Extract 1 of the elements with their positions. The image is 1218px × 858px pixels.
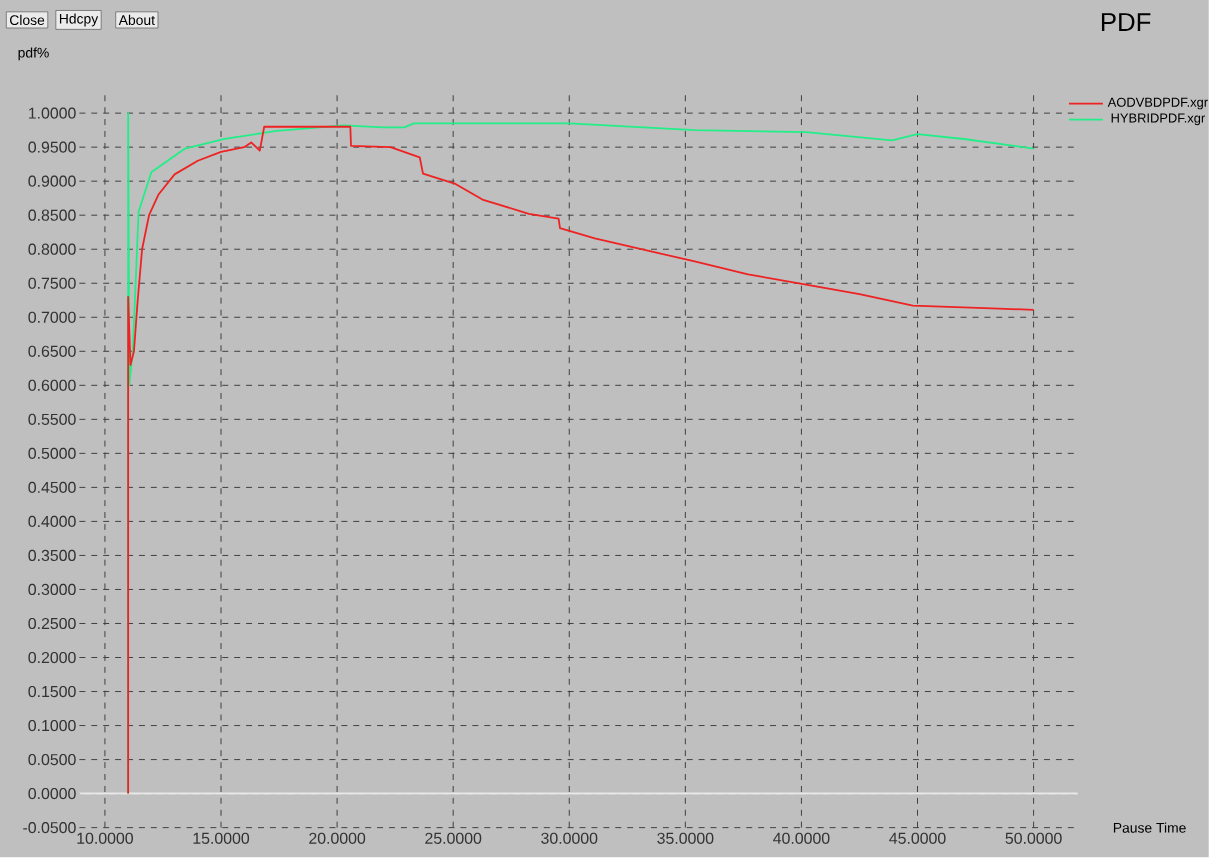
chart-title: PDF (1101, 13, 1151, 32)
